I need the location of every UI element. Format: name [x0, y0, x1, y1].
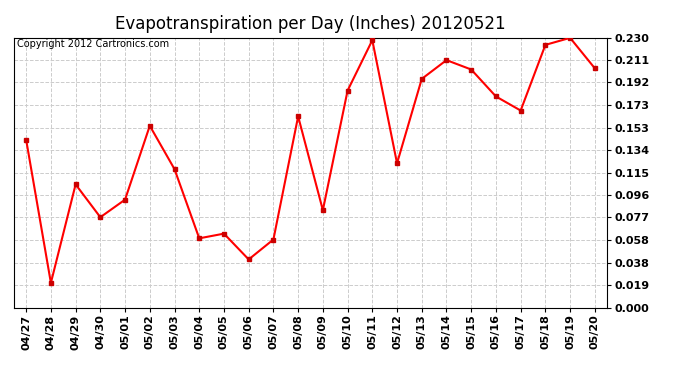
Text: Evapotranspiration per Day (Inches) 20120521: Evapotranspiration per Day (Inches) 2012…: [115, 15, 506, 33]
Text: Copyright 2012 Cartronics.com: Copyright 2012 Cartronics.com: [17, 39, 169, 49]
